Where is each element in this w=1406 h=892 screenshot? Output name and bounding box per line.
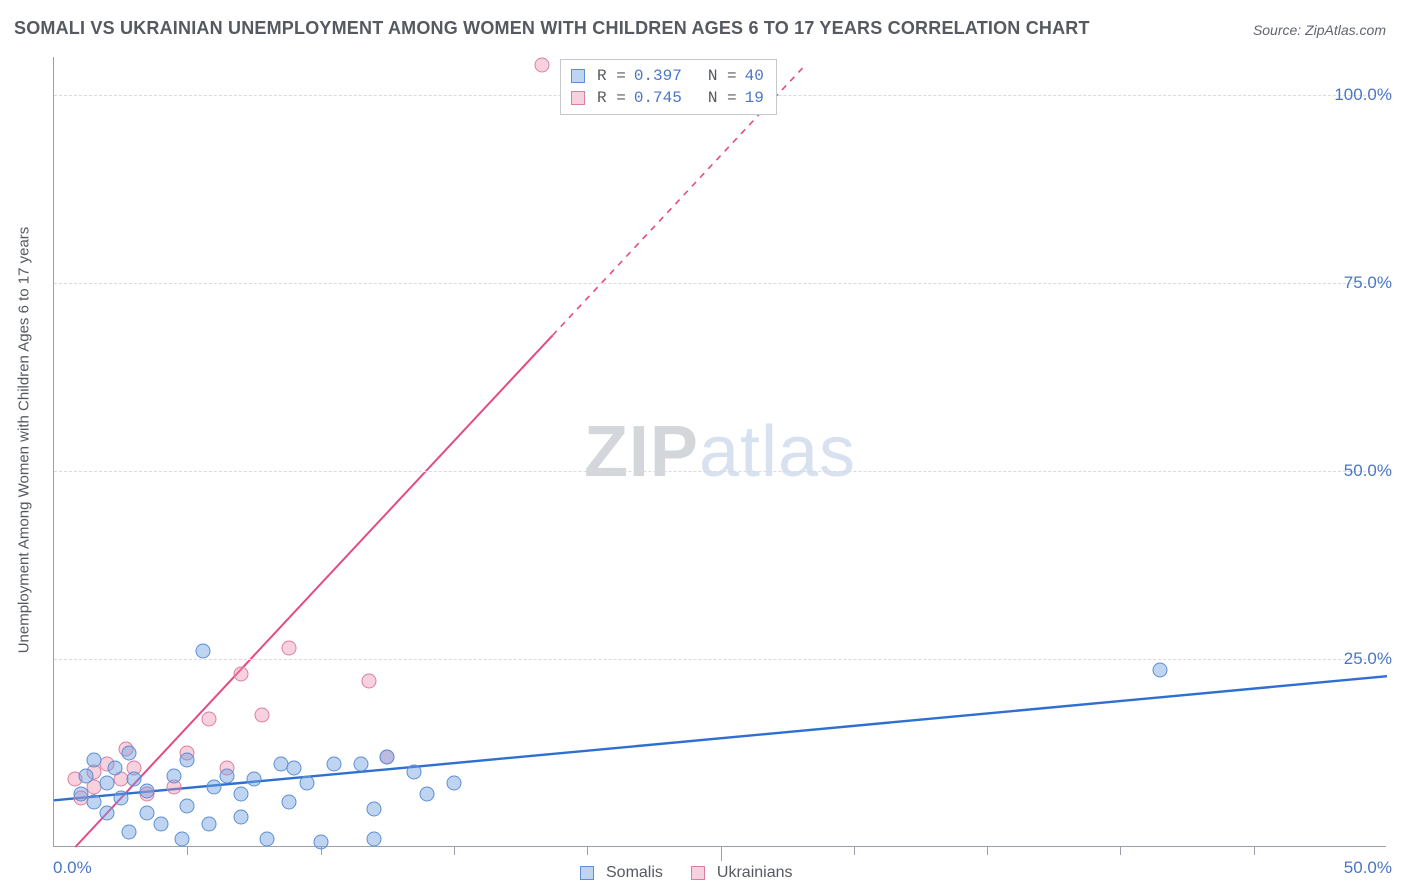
chart-title: SOMALI VS UKRAINIAN UNEMPLOYMENT AMONG W…	[14, 18, 1090, 39]
stats-row-somalis: R =0.397N =40	[571, 65, 764, 87]
data-point-somalis	[313, 834, 328, 849]
data-point-somalis	[1153, 663, 1168, 678]
data-point-somalis	[420, 787, 435, 802]
legend-item-ukrainians: Ukrainians	[691, 864, 793, 882]
data-point-somalis	[246, 772, 261, 787]
data-point-somalis	[220, 768, 235, 783]
source-attribution: Source: ZipAtlas.com	[1253, 22, 1386, 38]
data-point-somalis	[233, 787, 248, 802]
data-point-somalis	[260, 832, 275, 847]
gridline	[54, 659, 1386, 660]
data-point-somalis	[326, 757, 341, 772]
data-point-somalis	[281, 794, 296, 809]
legend: Somalis Ukrainians	[580, 864, 793, 882]
data-point-somalis	[100, 806, 115, 821]
x-tick	[187, 847, 188, 855]
data-point-somalis	[366, 802, 381, 817]
swatch-somalis-icon	[571, 69, 585, 83]
gridline	[54, 283, 1386, 284]
x-axis-end-label: 50.0%	[1344, 858, 1392, 878]
data-point-somalis	[380, 749, 395, 764]
data-point-somalis	[126, 772, 141, 787]
data-point-somalis	[153, 817, 168, 832]
data-point-somalis	[86, 753, 101, 768]
stats-box: R =0.397N =40R =0.745N = 19	[560, 59, 777, 115]
data-point-somalis	[201, 817, 216, 832]
data-point-somalis	[406, 764, 421, 779]
plot-area: ZIPatlas	[53, 57, 1386, 847]
chart-svg	[54, 57, 1386, 846]
data-point-ukrainians	[534, 57, 549, 72]
data-point-somalis	[180, 798, 195, 813]
gridline	[54, 471, 1386, 472]
data-point-somalis	[166, 768, 181, 783]
x-axis-start-label: 0.0%	[53, 858, 92, 878]
y-tick-label: 50.0%	[1344, 461, 1392, 481]
data-point-somalis	[366, 832, 381, 847]
data-point-ukrainians	[233, 666, 248, 681]
data-point-somalis	[140, 806, 155, 821]
data-point-somalis	[86, 794, 101, 809]
data-point-somalis	[206, 779, 221, 794]
data-point-somalis	[300, 776, 315, 791]
x-tick	[1254, 847, 1255, 855]
data-point-somalis	[121, 745, 136, 760]
data-point-somalis	[196, 644, 211, 659]
x-tick	[454, 847, 455, 855]
x-tick	[1120, 847, 1121, 855]
data-point-somalis	[180, 753, 195, 768]
x-tick-major	[721, 847, 722, 861]
x-tick	[987, 847, 988, 855]
data-point-ukrainians	[281, 640, 296, 655]
data-point-somalis	[121, 824, 136, 839]
y-tick-label: 25.0%	[1344, 649, 1392, 669]
swatch-somalis-icon	[580, 866, 594, 880]
swatch-ukrainians-icon	[691, 866, 705, 880]
y-tick-label: 75.0%	[1344, 273, 1392, 293]
stats-row-ukrainians: R =0.745N = 19	[571, 87, 764, 109]
legend-item-somalis: Somalis	[580, 864, 663, 882]
swatch-ukrainians-icon	[571, 91, 585, 105]
data-point-somalis	[446, 776, 461, 791]
y-axis-label: Unemployment Among Women with Children A…	[16, 227, 33, 654]
data-point-somalis	[140, 783, 155, 798]
data-point-somalis	[78, 768, 93, 783]
y-tick-label: 100.0%	[1334, 85, 1392, 105]
data-point-somalis	[353, 757, 368, 772]
data-point-ukrainians	[361, 674, 376, 689]
x-tick	[854, 847, 855, 855]
x-tick	[587, 847, 588, 855]
data-point-somalis	[108, 761, 123, 776]
data-point-somalis	[100, 776, 115, 791]
data-point-somalis	[286, 761, 301, 776]
data-point-somalis	[233, 809, 248, 824]
data-point-somalis	[113, 791, 128, 806]
data-point-somalis	[174, 832, 189, 847]
data-point-ukrainians	[201, 712, 216, 727]
data-point-ukrainians	[254, 708, 269, 723]
